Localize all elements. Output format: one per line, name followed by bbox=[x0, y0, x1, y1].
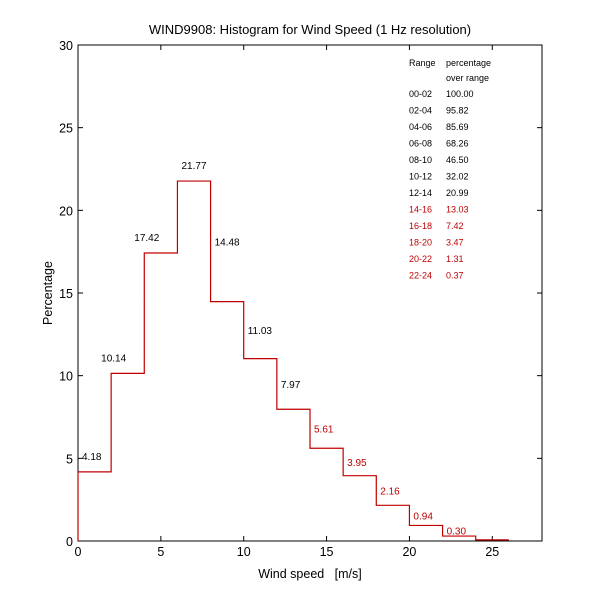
range-percentage-table: Range percentage over range 00-02 100.00 0… bbox=[409, 58, 491, 281]
y-tick-label: 5 bbox=[66, 452, 73, 466]
table-row-percentage: 32.02 bbox=[446, 172, 469, 182]
histogram-bar bbox=[177, 181, 210, 541]
table-row-percentage: 3.47 bbox=[446, 238, 464, 248]
x-tick-label: 5 bbox=[157, 545, 164, 559]
table-row-range: 06-08 bbox=[409, 139, 432, 149]
y-tick-label: 20 bbox=[59, 204, 73, 218]
table-row-percentage: 20.99 bbox=[446, 188, 469, 198]
histogram-bar bbox=[144, 253, 177, 541]
table-row-range: 18-20 bbox=[409, 238, 432, 248]
bin-value-label: 5.61 bbox=[314, 425, 334, 436]
bin-value-label: 4.18 bbox=[82, 452, 102, 463]
table-header-range: Range bbox=[409, 58, 436, 68]
table-row-percentage: 46.50 bbox=[446, 155, 469, 165]
x-tick-label: 0 bbox=[75, 545, 82, 559]
table-row-percentage: 95.82 bbox=[446, 106, 469, 116]
histogram-bar bbox=[310, 448, 343, 541]
histogram-bar bbox=[476, 540, 509, 541]
bin-value-label: 14.48 bbox=[215, 237, 240, 248]
bin-value-label: 0.30 bbox=[447, 527, 467, 538]
table-header-percentage: percentage bbox=[446, 58, 491, 68]
histogram-bar bbox=[244, 359, 277, 541]
y-tick-label: 0 bbox=[66, 535, 73, 549]
table-row-percentage: 13.03 bbox=[446, 205, 469, 215]
table-row-range: 00-02 bbox=[409, 89, 432, 99]
bin-value-label: 7.97 bbox=[281, 380, 301, 391]
chart-title: WIND9908: Histogram for Wind Speed (1 Hz… bbox=[149, 22, 471, 37]
bin-value-label: 3.95 bbox=[347, 458, 367, 469]
histogram-bar bbox=[409, 525, 442, 541]
y-tick-label: 10 bbox=[59, 370, 73, 384]
table-row-range: 12-14 bbox=[409, 188, 432, 198]
bin-value-label: 2.16 bbox=[380, 486, 400, 497]
table-row-percentage: 100.00 bbox=[446, 89, 474, 99]
histogram-bar bbox=[277, 409, 310, 541]
table-row-range: 22-24 bbox=[409, 271, 432, 281]
table-row-range: 02-04 bbox=[409, 106, 432, 116]
bin-value-label: 17.42 bbox=[134, 233, 159, 244]
plot-area: 0 5 10 15 20 25 0 5 10 15 20 25 30 4.18 10.14 17.42 21.7… bbox=[59, 39, 543, 559]
table-subheader: over range bbox=[446, 73, 489, 83]
table-row-range: 10-12 bbox=[409, 172, 432, 182]
bin-value-label: 21.77 bbox=[181, 161, 206, 172]
table-row-range: 16-18 bbox=[409, 221, 432, 231]
table-row-percentage: 0.37 bbox=[446, 271, 464, 281]
y-tick-label: 25 bbox=[59, 122, 73, 136]
y-tick-label: 15 bbox=[59, 287, 73, 301]
table-row-percentage: 7.42 bbox=[446, 221, 464, 231]
histogram-bar bbox=[376, 505, 409, 541]
y-axis-label: Percentage bbox=[41, 261, 55, 325]
histogram-bar bbox=[111, 373, 144, 541]
x-axis-label: Wind speed [m/s] bbox=[258, 567, 362, 581]
table-row-range: 08-10 bbox=[409, 155, 432, 165]
histogram-bar bbox=[343, 476, 376, 541]
table-row-percentage: 68.26 bbox=[446, 139, 469, 149]
bin-value-label: 0.94 bbox=[413, 511, 433, 522]
histogram-outline bbox=[77, 180, 509, 541]
histogram-bar bbox=[78, 472, 111, 541]
table-row-percentage: 85.69 bbox=[446, 122, 469, 132]
bin-value-label: 10.14 bbox=[101, 353, 126, 364]
histogram-bar bbox=[211, 302, 244, 541]
y-tick-label: 30 bbox=[59, 39, 73, 53]
x-tick-label: 20 bbox=[402, 545, 416, 559]
table-row-range: 14-16 bbox=[409, 205, 432, 215]
bin-value-label: 11.03 bbox=[248, 326, 273, 337]
table-row-range: 04-06 bbox=[409, 122, 432, 132]
x-tick-label: 15 bbox=[320, 545, 334, 559]
table-row-range: 20-22 bbox=[409, 254, 432, 264]
x-tick-label: 25 bbox=[485, 545, 499, 559]
x-tick-label: 10 bbox=[237, 545, 251, 559]
table-row-percentage: 1.31 bbox=[446, 254, 464, 264]
